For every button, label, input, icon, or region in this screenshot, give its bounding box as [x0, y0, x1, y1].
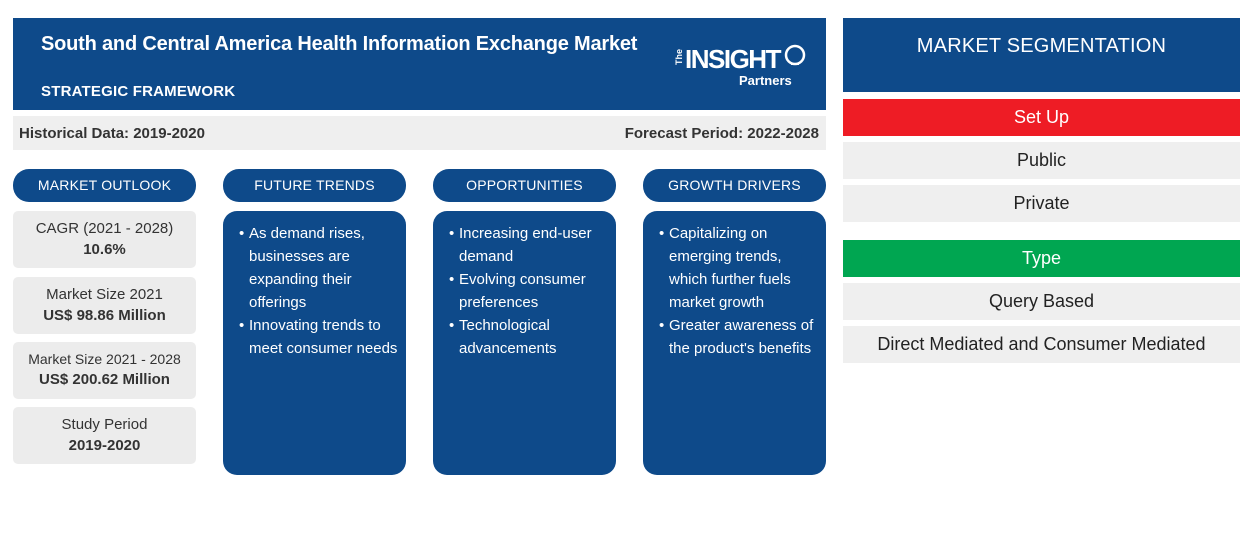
insight-partners-logo: The INSIGHT Partners	[665, 40, 815, 90]
period-bar: Historical Data: 2019-2020 Forecast Peri…	[13, 116, 826, 150]
growth-drivers-heading: GROWTH DRIVERS	[643, 169, 826, 202]
historical-data: Historical Data: 2019-2020	[19, 125, 205, 142]
stat-label: Market Size 2021	[46, 286, 163, 303]
report-title: South and Central America Health Informa…	[41, 33, 638, 55]
forecast-period: Forecast Period: 2022-2028	[624, 125, 819, 142]
segment-item-private: Private	[843, 185, 1240, 222]
future-trends-heading: FUTURE TRENDS	[223, 169, 406, 202]
logo-insight-text: INSIGHT	[685, 44, 781, 74]
list-item: Greater awareness of the product's benef…	[659, 314, 820, 360]
market-outlook-heading: MARKET OUTLOOK	[13, 169, 196, 202]
stat-study-period: Study Period 2019-2020	[13, 407, 196, 464]
list-item: Technological advancements	[449, 314, 610, 360]
stat-value: US$ 200.62 Million	[39, 371, 170, 388]
list-item: Capitalizing on emerging trends, which f…	[659, 222, 820, 314]
future-trends-card: As demand rises, businesses are expandin…	[223, 211, 406, 475]
report-subtitle: STRATEGIC FRAMEWORK	[41, 83, 236, 100]
list-item: Evolving consumer preferences	[449, 268, 610, 314]
opportunities-card: Increasing end-user demand Evolving cons…	[433, 211, 616, 475]
logo-lightbulb-icon	[784, 44, 806, 66]
list-item: Increasing end-user demand	[449, 222, 610, 268]
segment-item-query-based: Query Based	[843, 283, 1240, 320]
stat-value: 2019-2020	[68, 437, 141, 454]
report-header: South and Central America Health Informa…	[13, 18, 826, 110]
logo-the-text: The	[674, 49, 684, 66]
stat-value: 10.6%	[83, 241, 126, 258]
list-item: Innovating trends to meet consumer needs	[239, 314, 400, 360]
segment-category-type: Type	[843, 240, 1240, 277]
stat-market-size-range: Market Size 2021 - 2028 US$ 200.62 Milli…	[13, 342, 196, 399]
segment-item-public: Public	[843, 142, 1240, 179]
stat-value: US$ 98.86 Million	[43, 307, 166, 324]
segment-item-direct-consumer-mediated: Direct Mediated and Consumer Mediated	[843, 326, 1240, 363]
stat-label: Study Period	[61, 416, 148, 433]
stat-label: Market Size 2021 - 2028	[28, 351, 181, 367]
growth-drivers-card: Capitalizing on emerging trends, which f…	[643, 211, 826, 475]
list-item: As demand rises, businesses are expandin…	[239, 222, 400, 314]
logo-partners-text: Partners	[739, 73, 792, 88]
segmentation-title: MARKET SEGMENTATION	[843, 18, 1240, 92]
segment-category-setup: Set Up	[843, 99, 1240, 136]
stat-market-size-2021: Market Size 2021 US$ 98.86 Million	[13, 277, 196, 334]
stat-label: CAGR (2021 - 2028)	[35, 220, 174, 237]
stat-cagr: CAGR (2021 - 2028) 10.6%	[13, 211, 196, 268]
opportunities-heading: OPPORTUNITIES	[433, 169, 616, 202]
